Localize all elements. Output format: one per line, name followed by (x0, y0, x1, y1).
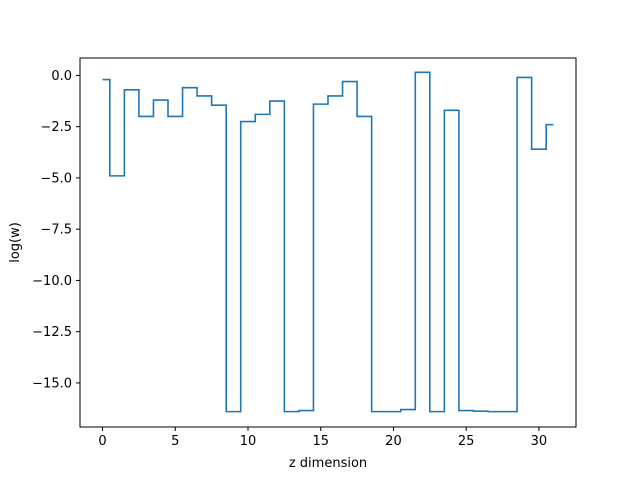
x-tick-label: 10 (240, 434, 257, 449)
y-tick-label: −10.0 (32, 274, 72, 289)
x-tick-label: 0 (98, 434, 106, 449)
y-tick-label: 0.0 (51, 69, 72, 84)
y-tick-label: −5.0 (40, 171, 72, 186)
y-axis-label: log(w) (8, 222, 23, 263)
series-layer (102, 71, 554, 413)
x-axis: 0 5 10 15 20 25 30 (98, 427, 547, 449)
x-tick-label: 15 (312, 434, 329, 449)
y-tick-label: −12.5 (32, 325, 72, 340)
x-tick-label: 30 (531, 434, 548, 449)
y-tick-label: −7.5 (40, 223, 72, 238)
y-tick-label: −2.5 (40, 120, 72, 135)
x-tick-label: 25 (458, 434, 475, 449)
y-axis: 0.0 −2.5 −5.0 −7.5 −10.0 −12.5 −15.0 (32, 69, 80, 391)
series-line (102, 71, 554, 413)
plot-frame (79, 57, 577, 428)
y-tick-label: −15.0 (32, 376, 72, 391)
x-tick-label: 5 (171, 434, 179, 449)
x-axis-label: z dimension (289, 456, 367, 471)
x-tick-label: 20 (385, 434, 402, 449)
